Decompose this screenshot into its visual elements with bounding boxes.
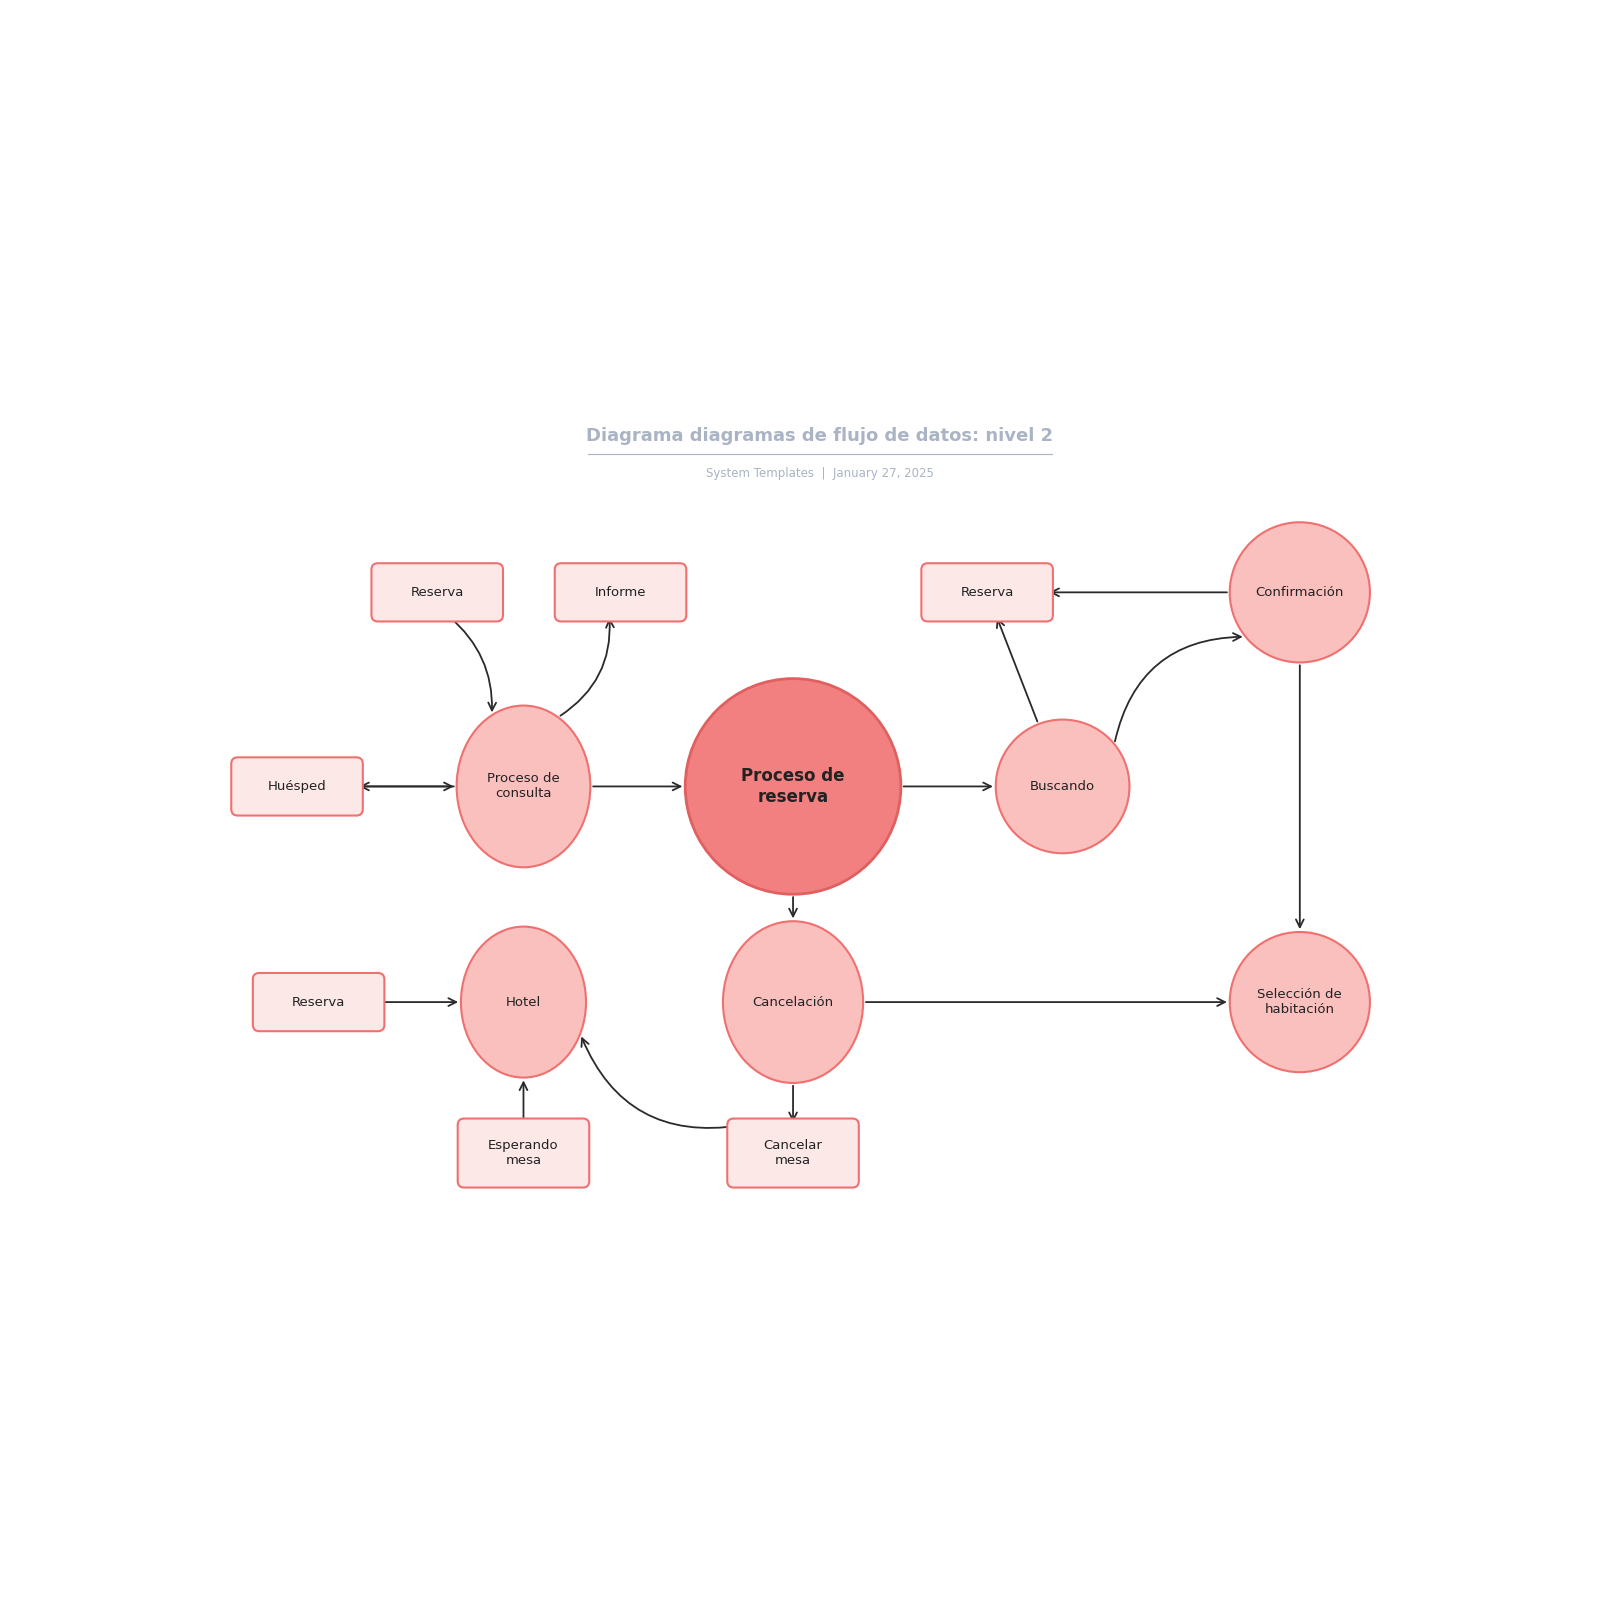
Text: Buscando: Buscando — [1030, 779, 1094, 794]
FancyBboxPatch shape — [371, 563, 502, 621]
Ellipse shape — [456, 706, 590, 867]
Ellipse shape — [1230, 522, 1370, 662]
Text: Reserva: Reserva — [411, 586, 464, 598]
Ellipse shape — [461, 926, 586, 1077]
FancyBboxPatch shape — [555, 563, 686, 621]
Text: Selección de
habitación: Selección de habitación — [1258, 989, 1342, 1016]
Text: Huésped: Huésped — [267, 779, 326, 794]
Text: System Templates  |  January 27, 2025: System Templates | January 27, 2025 — [706, 467, 934, 480]
Text: Informe: Informe — [595, 586, 646, 598]
FancyBboxPatch shape — [458, 1118, 589, 1187]
Text: Diagrama diagramas de flujo de datos: nivel 2: Diagrama diagramas de flujo de datos: ni… — [587, 427, 1053, 445]
Text: Reserva: Reserva — [291, 995, 346, 1008]
Ellipse shape — [1230, 931, 1370, 1072]
Ellipse shape — [723, 922, 862, 1083]
Text: Cancelar
mesa: Cancelar mesa — [763, 1139, 822, 1166]
FancyBboxPatch shape — [253, 973, 384, 1032]
FancyBboxPatch shape — [232, 757, 363, 816]
Text: Cancelación: Cancelación — [752, 995, 834, 1008]
Text: Proceso de
reserva: Proceso de reserva — [741, 766, 845, 806]
FancyBboxPatch shape — [728, 1118, 859, 1187]
Ellipse shape — [685, 678, 901, 894]
Text: Esperando
mesa: Esperando mesa — [488, 1139, 558, 1166]
Text: Confirmación: Confirmación — [1256, 586, 1344, 598]
Text: Hotel: Hotel — [506, 995, 541, 1008]
Text: Proceso de
consulta: Proceso de consulta — [486, 773, 560, 800]
Ellipse shape — [995, 720, 1130, 853]
Text: Reserva: Reserva — [960, 586, 1014, 598]
FancyBboxPatch shape — [922, 563, 1053, 621]
